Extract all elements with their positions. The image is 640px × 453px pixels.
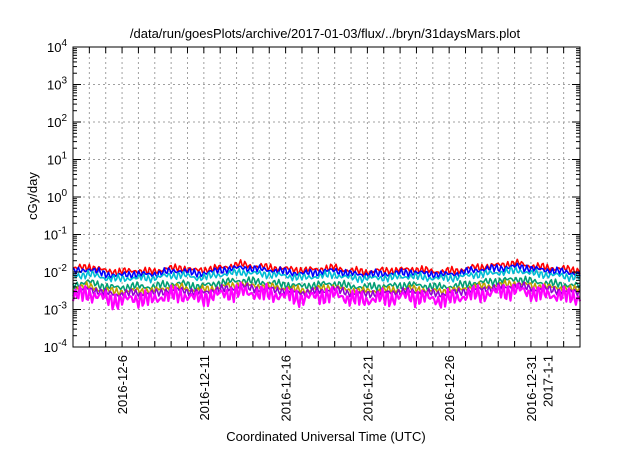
y-tick-label: 102 — [47, 113, 67, 130]
x-tick-label: 2016-12-26 — [442, 355, 457, 422]
x-axis-label: Coordinated Universal Time (UTC) — [226, 429, 425, 444]
x-tick-label: 2017-1-1 — [540, 355, 555, 407]
x-tick-label: 2016-12-21 — [360, 355, 375, 422]
y-tick-label: 101 — [47, 151, 67, 168]
x-tick-label: 2016-12-11 — [197, 355, 212, 421]
axis-layer: 104 103 102 101 100 10-1 10-2 10-3 10-4 2016-12-6… — [44, 38, 581, 422]
series-line-4 — [72, 275, 581, 292]
y-tick-label: 10-2 — [44, 263, 68, 280]
x-tick-label: 2016-12-6 — [115, 355, 130, 414]
series-line-7 — [71, 281, 582, 311]
y-axis-label: cGy/day — [25, 172, 40, 220]
x-tick-label: 2016-12-31 — [524, 355, 539, 422]
chart-title: /data/run/goesPlots/archive/2017-01-03/f… — [130, 26, 521, 41]
y-tick-label: 100 — [47, 188, 67, 205]
series-layer — [71, 258, 582, 311]
series-line-3 — [72, 266, 581, 284]
y-tick-label: 10-1 — [44, 226, 68, 243]
y-tick-label: 104 — [47, 38, 67, 55]
y-tick-label: 103 — [47, 76, 67, 93]
x-tick-label: 2016-12-16 — [279, 355, 294, 422]
y-tick-label: 10-3 — [44, 301, 68, 318]
series-line-1 — [72, 258, 581, 277]
y-tick-label: 10-4 — [44, 338, 68, 355]
plot-frame — [72, 46, 581, 348]
